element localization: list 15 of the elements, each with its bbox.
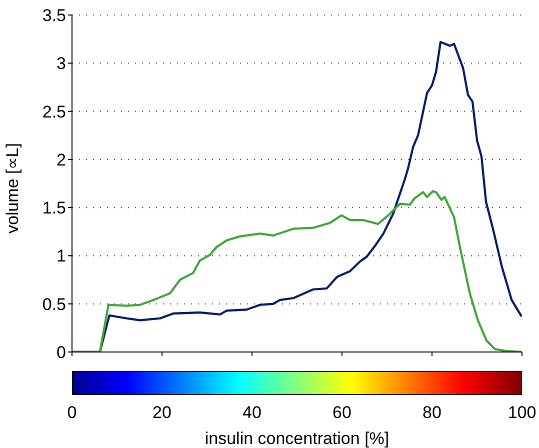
x-axis-title: insulin concentration [%] [204, 429, 390, 448]
y-tick-label: 3.5 [42, 6, 66, 26]
y-axis-title: volume [∝L] [3, 143, 22, 234]
y-tick-label: 2 [56, 150, 66, 170]
y-tick-label: 3 [56, 54, 66, 74]
x-tick-label: 100 [508, 403, 536, 422]
y-tick-label: 0 [56, 343, 66, 362]
x-tick-label: 40 [242, 403, 262, 422]
y-tick-label: 2.5 [42, 102, 66, 122]
y-tick-label: 0.5 [42, 294, 66, 314]
y-tick-label: 1.5 [42, 198, 66, 218]
x-tick-label: 80 [422, 403, 442, 422]
x-tick-label: 20 [152, 403, 172, 422]
y-tick-label: 1 [56, 246, 66, 266]
x-tick-label: 60 [332, 403, 352, 422]
